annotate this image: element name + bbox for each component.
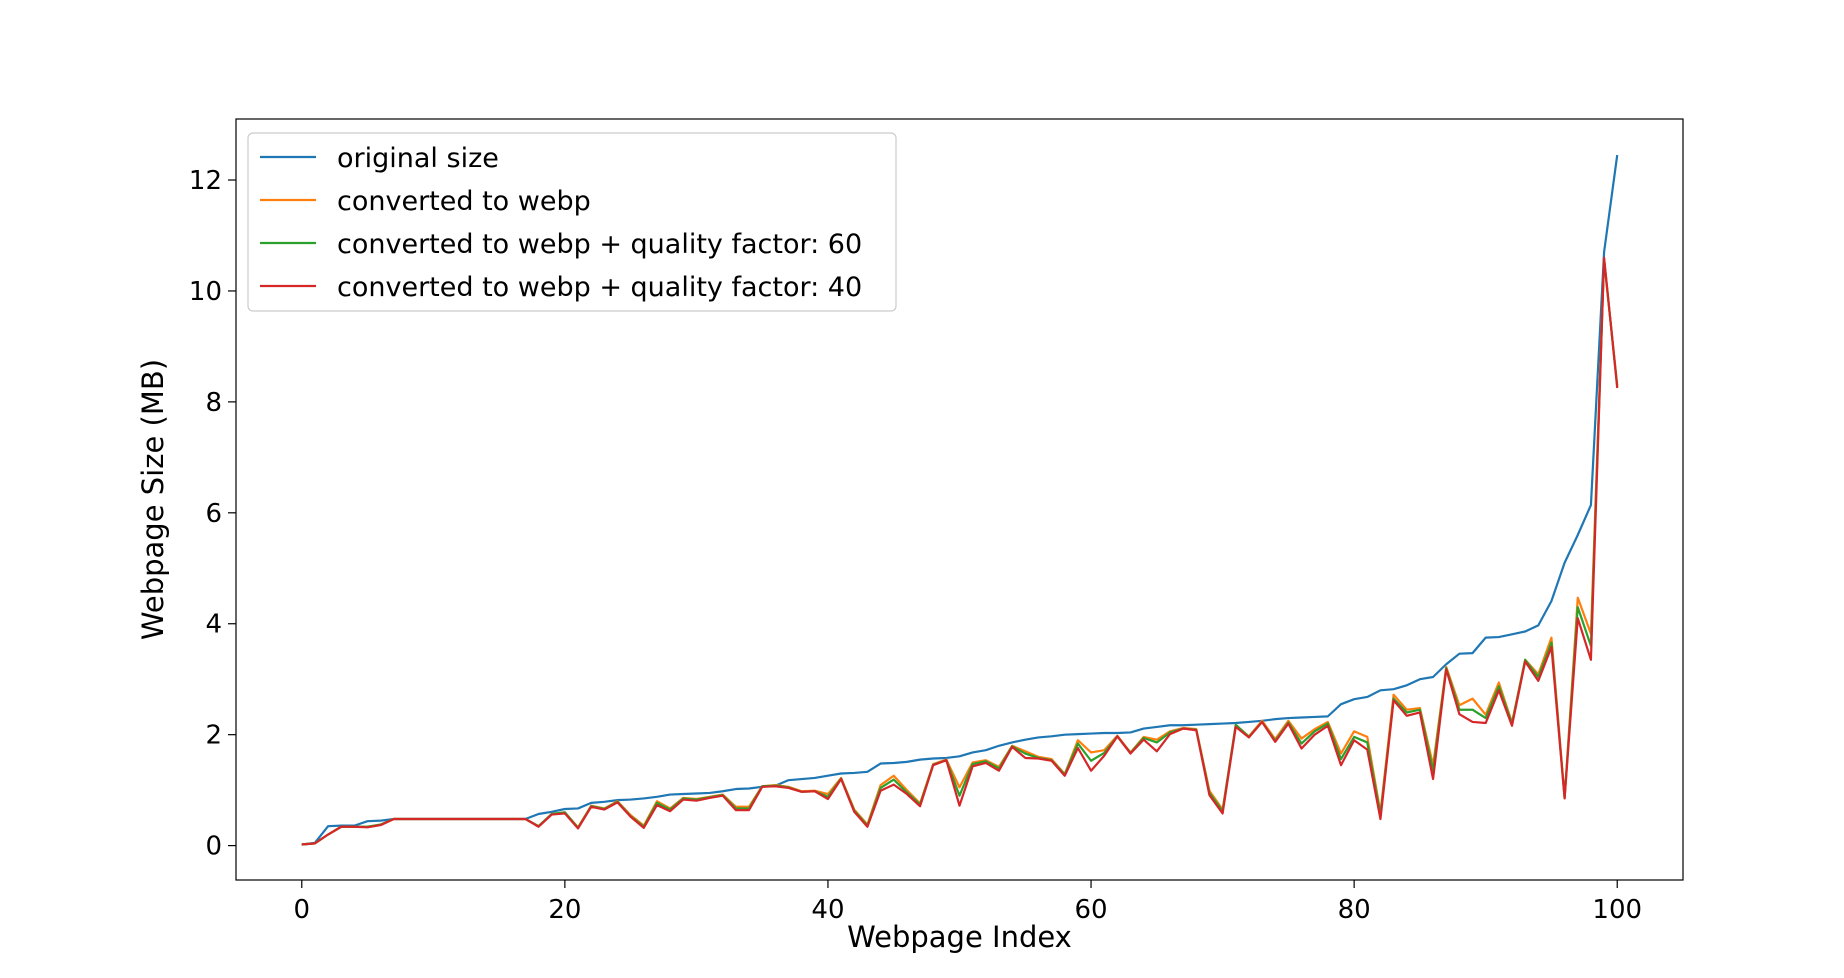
x-tick-label: 40 bbox=[811, 895, 844, 925]
y-tick-label: 2 bbox=[205, 721, 222, 751]
x-axis-label: Webpage Index bbox=[847, 920, 1072, 954]
y-axis: 0 2 4 6 8 10 12 bbox=[189, 166, 236, 862]
x-tick-label: 0 bbox=[293, 895, 310, 925]
y-axis-label: Webpage Size (MB) bbox=[136, 359, 170, 640]
legend-label: original size bbox=[337, 143, 499, 174]
y-tick-label: 0 bbox=[205, 832, 222, 862]
legend-label: converted to webp + quality factor: 60 bbox=[337, 229, 862, 260]
series-line-4 bbox=[301, 256, 1619, 846]
x-tick-label: 60 bbox=[1074, 895, 1107, 925]
legend-box bbox=[247, 132, 897, 312]
y-tick-label: 4 bbox=[205, 610, 222, 640]
y-tick-label: 12 bbox=[189, 166, 222, 196]
x-axis: 0 20 40 60 80 100 bbox=[293, 880, 1642, 925]
legend-label: converted to webp bbox=[337, 186, 591, 217]
plot-frame bbox=[235, 118, 1684, 881]
legend-label: converted to webp + quality factor: 40 bbox=[337, 272, 862, 303]
y-tick-label: 6 bbox=[205, 499, 222, 529]
legend: original size converted to webp converted … bbox=[247, 132, 897, 312]
y-tick-label: 8 bbox=[205, 388, 222, 418]
series-layer bbox=[301, 154, 1619, 846]
x-tick-label: 80 bbox=[1338, 895, 1371, 925]
x-tick-label: 100 bbox=[1592, 895, 1642, 925]
x-tick-label: 20 bbox=[548, 895, 581, 925]
y-tick-label: 10 bbox=[189, 277, 222, 307]
